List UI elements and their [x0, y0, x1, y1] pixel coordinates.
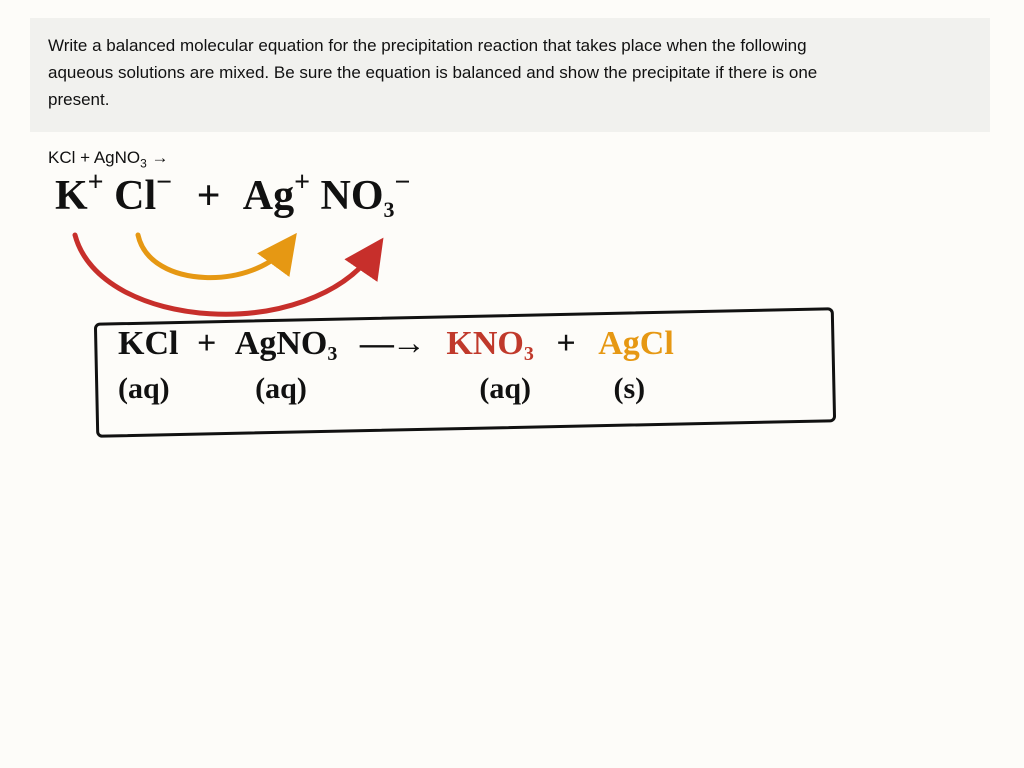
prompt-line-2: aqueous solutions are mixed. Be sure the… — [48, 59, 972, 86]
typed-reactants: KCl + AgNO3 → — [48, 148, 169, 170]
eq-arrow: —→ — [360, 325, 424, 363]
balanced-equation: KCl + AgNO3 —→ KNO3 + AgCl — [118, 325, 838, 363]
state-agcl: (s) — [614, 372, 646, 406]
question-prompt: Write a balanced molecular equation for … — [30, 18, 990, 132]
eq-plus-1: + — [197, 325, 216, 363]
prompt-line-3: present. — [48, 86, 972, 113]
eq-kcl: KCl — [118, 325, 178, 363]
typed-arrow: → — [152, 148, 169, 167]
eq-kno-text: KNO — [446, 325, 523, 362]
typed-reactants-formula: KCl + AgNO — [48, 148, 140, 167]
eq-kno3: KNO3 — [446, 325, 533, 363]
eq-plus-2: + — [556, 325, 575, 363]
state-labels: (aq) (aq) (aq) (s) — [118, 372, 838, 406]
eq-kno-sub: 3 — [524, 343, 534, 365]
state-kno3: (aq) — [479, 372, 531, 406]
eq-agno: AgNO3 — [235, 325, 338, 363]
swap-arrow-inner — [138, 235, 288, 278]
eq-agcl: AgCl — [598, 325, 674, 363]
eq-agno-text: AgNO — [235, 325, 328, 362]
state-kcl: (aq) — [118, 372, 170, 406]
typed-reactants-sub: 3 — [140, 156, 147, 170]
chemistry-worksheet: Write a balanced molecular equation for … — [0, 0, 1024, 768]
prompt-line-1: Write a balanced molecular equation for … — [48, 32, 972, 59]
swap-arrows-svg — [40, 170, 460, 320]
state-agno3: (aq) — [255, 372, 307, 406]
eq-agno-sub: 3 — [327, 343, 337, 365]
